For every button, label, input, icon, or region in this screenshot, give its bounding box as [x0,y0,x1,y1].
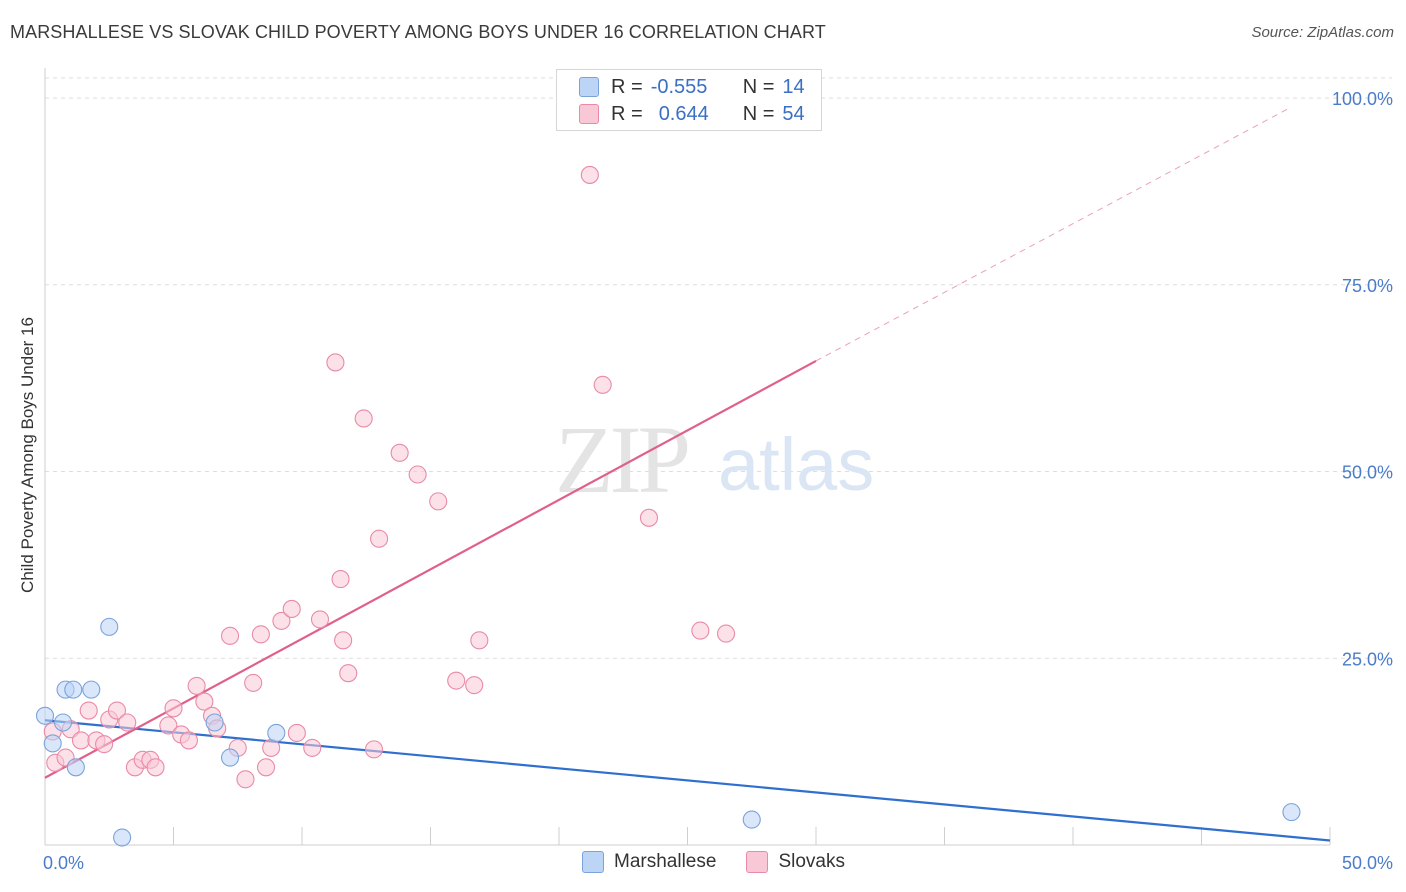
trend-line-marshallese [44,719,1331,842]
point-marshallese [35,706,55,725]
point-slovaks [593,375,612,394]
point-slovaks [179,731,198,750]
r-label: R = [611,75,643,98]
point-slovaks [146,758,165,777]
point-marshallese [100,617,119,636]
point-slovaks [339,664,358,683]
point-slovaks [236,770,255,789]
point-slovaks [187,676,206,695]
legend-item-marshallese[interactable]: Marshallese [582,851,716,873]
point-marshallese [205,713,224,732]
marshallese-swatch [579,77,599,97]
point-slovaks [256,758,276,777]
legend-label: Marshallese [614,851,717,872]
point-marshallese [220,748,240,767]
stats-row-slovaks: R = 0.644 N = 54 [579,102,805,126]
point-marshallese [113,828,132,847]
point-slovaks [354,409,373,428]
n-label: N = [742,102,775,125]
point-slovaks [95,735,114,754]
point-slovaks [639,508,659,527]
r-value: -0.555 [650,75,708,98]
chart-title: MARSHALLESE VS SLOVAK CHILD POVERTY AMON… [10,22,826,42]
point-slovaks [580,165,599,184]
point-slovaks [282,599,301,618]
point-slovaks [465,676,484,695]
point-slovaks [303,738,322,757]
data-points [35,96,1301,847]
x-tick-label: 0.0% [43,853,84,873]
point-marshallese [66,758,85,777]
point-slovaks [326,353,345,372]
point-slovaks [364,740,384,759]
point-marshallese [1282,803,1301,822]
point-marshallese [53,713,73,732]
trend-lines [44,106,1331,842]
point-slovaks [334,631,353,650]
point-slovaks [408,465,427,484]
point-slovaks [118,713,137,732]
point-slovaks [244,673,263,692]
r-label: R = [611,102,643,125]
r-value: 0.644 [658,102,709,125]
legend-label: Slovaks [778,851,845,872]
y-tick-label: 75.0% [1342,276,1393,296]
point-slovaks [71,731,91,750]
point-slovaks [390,443,409,462]
y-tick-label: 100.0% [1332,89,1393,109]
point-slovaks [370,529,389,548]
point-slovaks [272,611,291,630]
series-legend: Marshallese Slovaks [582,851,875,873]
point-marshallese [64,680,83,699]
point-slovaks [164,699,183,718]
point-marshallese [82,680,101,699]
point-slovaks [331,570,350,589]
tick-labels: 25.0% 50.0% 75.0% 100.0% 0.0% 50.0% [43,89,1393,873]
point-marshallese [43,734,62,753]
point-marshallese [742,810,761,829]
n-label: N = [742,75,775,98]
slovaks-swatch [746,851,769,873]
point-slovaks [310,610,330,629]
point-slovaks [107,701,127,720]
point-slovaks [220,626,240,645]
point-slovaks [287,723,306,743]
point-slovaks [429,492,448,511]
point-slovaks [251,625,270,644]
point-slovaks [716,624,736,643]
stats-legend: R = -0.555 N = 14 R = 0.644 N = 54 [556,69,822,131]
point-slovaks [447,671,466,690]
y-tick-label: 50.0% [1342,463,1393,483]
point-slovaks [79,701,98,720]
point-marshallese [267,723,286,743]
watermark: ZIP atlas [555,406,874,513]
x-tick-label: 50.0% [1342,853,1393,873]
watermark-zip: ZIP [555,406,688,513]
stats-row-marshallese: R = -0.555 N = 14 [579,75,805,99]
marshallese-swatch [582,851,604,873]
legend-item-slovaks[interactable]: Slovaks [746,851,845,873]
y-tick-label: 25.0% [1342,649,1393,669]
gridlines [45,77,1392,659]
n-value: 54 [782,102,805,125]
point-slovaks [195,692,214,711]
slovaks-swatch [579,104,599,124]
axes [44,68,1331,846]
trend-extension-slovaks [815,106,1292,362]
n-value: 14 [782,75,805,98]
trend-line-slovaks [44,359,817,779]
watermark-atlas: atlas [718,423,874,506]
point-slovaks [159,716,178,735]
source-label: Source: ZipAtlas.com [1251,24,1394,41]
point-slovaks [470,631,489,650]
point-slovaks [691,621,710,640]
